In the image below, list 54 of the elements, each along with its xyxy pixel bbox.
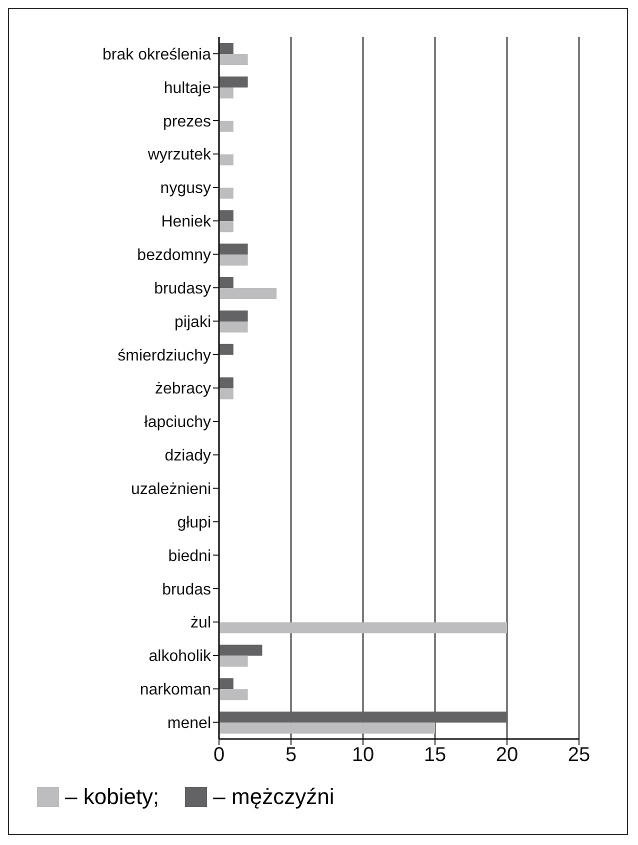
bar <box>219 54 248 66</box>
legend-label: – mężczyźni <box>213 784 334 810</box>
y-tick-label: pijaki <box>174 314 211 331</box>
y-tick-label: brudasy <box>154 280 211 298</box>
y-tick-label: łapciuchy <box>144 414 211 432</box>
y-tick-label: brudas <box>162 581 211 598</box>
y-tick-label: wyrzutek <box>146 146 212 164</box>
bar <box>219 188 234 199</box>
y-tick-label: biedni <box>168 548 211 565</box>
bar <box>219 310 248 322</box>
bar <box>219 388 234 400</box>
bar <box>219 154 234 166</box>
y-tick-label: narkoman <box>140 682 211 699</box>
y-tick-label: dziady <box>164 448 211 465</box>
y-tick-label: prezes <box>162 113 211 130</box>
bar <box>219 622 507 634</box>
bar <box>219 722 435 734</box>
y-tick-label: hultaje <box>164 80 212 97</box>
bar <box>219 321 248 332</box>
x-tick-label: 20 <box>496 744 518 766</box>
y-tick-label: alkoholik <box>148 648 212 666</box>
y-tick-label: śmierdziuchy <box>118 347 211 364</box>
bar <box>219 712 507 723</box>
bar <box>219 644 262 656</box>
bar <box>219 210 234 222</box>
x-tick-label: 15 <box>424 744 446 766</box>
y-tick-label: Heniek <box>161 214 212 231</box>
bar <box>219 689 248 700</box>
y-tick-label: bezdomny <box>137 246 211 264</box>
x-tick-label: 25 <box>568 744 590 766</box>
bar <box>219 377 234 388</box>
legend-label: – kobiety; <box>65 784 160 810</box>
y-tick-label: żebracy <box>154 380 211 398</box>
y-tick-label: nygusy <box>160 180 211 198</box>
bar <box>219 344 234 355</box>
bar <box>219 120 234 132</box>
x-tick-label: 5 <box>285 744 297 766</box>
bar <box>219 656 248 667</box>
x-tick-label: 0 <box>213 744 225 766</box>
y-tick-label: uzależnieni <box>130 480 211 498</box>
bar <box>219 678 234 690</box>
bar <box>219 288 277 300</box>
bar <box>219 87 234 98</box>
y-tick-label: menel <box>167 714 211 732</box>
bar <box>219 254 248 266</box>
x-tick-label: 10 <box>352 744 374 766</box>
y-tick-label: brak określenia <box>102 46 212 64</box>
bar <box>219 244 248 255</box>
y-tick-label: żul <box>190 614 211 632</box>
bar <box>219 221 234 232</box>
y-tick-label: głupi <box>177 514 211 532</box>
bar <box>219 76 248 88</box>
bar <box>219 277 234 288</box>
bar <box>219 43 234 54</box>
